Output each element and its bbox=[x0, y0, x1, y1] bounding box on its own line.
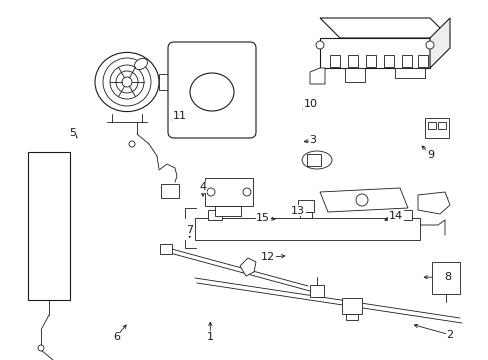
Text: 2: 2 bbox=[446, 330, 452, 340]
Bar bbox=[346, 314, 357, 320]
Text: 14: 14 bbox=[388, 211, 402, 221]
Bar bbox=[28, 152, 70, 300]
Circle shape bbox=[206, 188, 215, 196]
Bar bbox=[195, 218, 419, 240]
Circle shape bbox=[129, 141, 135, 147]
Polygon shape bbox=[319, 188, 407, 212]
Text: 1: 1 bbox=[206, 332, 213, 342]
Text: 4: 4 bbox=[199, 182, 206, 192]
Bar bbox=[204, 178, 252, 206]
Text: 15: 15 bbox=[256, 213, 269, 223]
Polygon shape bbox=[394, 68, 424, 78]
Polygon shape bbox=[417, 192, 449, 214]
Circle shape bbox=[425, 41, 433, 49]
Polygon shape bbox=[345, 68, 364, 82]
Bar bbox=[329, 55, 339, 67]
Bar bbox=[309, 285, 324, 297]
Ellipse shape bbox=[302, 151, 331, 169]
Polygon shape bbox=[159, 74, 173, 90]
Bar bbox=[365, 55, 375, 67]
Polygon shape bbox=[319, 38, 429, 68]
Text: 9: 9 bbox=[426, 150, 433, 160]
Text: 8: 8 bbox=[443, 272, 450, 282]
Bar bbox=[383, 55, 393, 67]
Circle shape bbox=[110, 65, 143, 99]
Bar bbox=[160, 244, 172, 254]
Ellipse shape bbox=[95, 53, 159, 112]
Text: 11: 11 bbox=[173, 111, 186, 121]
Circle shape bbox=[315, 41, 324, 49]
Polygon shape bbox=[240, 258, 256, 276]
Bar bbox=[299, 212, 311, 218]
Ellipse shape bbox=[134, 58, 147, 69]
Circle shape bbox=[38, 345, 44, 351]
Polygon shape bbox=[309, 68, 325, 84]
Bar bbox=[431, 262, 459, 294]
Text: 10: 10 bbox=[303, 99, 317, 109]
Bar bbox=[427, 122, 435, 129]
Polygon shape bbox=[429, 18, 449, 68]
Text: 13: 13 bbox=[291, 206, 305, 216]
Bar bbox=[424, 118, 448, 138]
Bar bbox=[215, 206, 241, 216]
Bar bbox=[306, 154, 320, 166]
Bar bbox=[297, 200, 313, 212]
Bar bbox=[347, 55, 357, 67]
Bar bbox=[341, 298, 361, 314]
Text: 6: 6 bbox=[113, 332, 120, 342]
Text: 7: 7 bbox=[186, 225, 193, 235]
FancyBboxPatch shape bbox=[168, 42, 256, 138]
Bar bbox=[397, 210, 411, 220]
Bar bbox=[401, 55, 411, 67]
Bar bbox=[437, 122, 445, 129]
Bar bbox=[207, 210, 222, 220]
Circle shape bbox=[122, 77, 132, 87]
Polygon shape bbox=[319, 18, 449, 38]
Ellipse shape bbox=[190, 73, 234, 111]
Circle shape bbox=[243, 188, 250, 196]
Circle shape bbox=[116, 71, 138, 93]
Text: 3: 3 bbox=[309, 135, 316, 145]
Text: 12: 12 bbox=[261, 252, 274, 262]
Text: 5: 5 bbox=[69, 128, 76, 138]
Bar bbox=[161, 184, 179, 198]
Circle shape bbox=[355, 194, 367, 206]
Bar bbox=[417, 55, 427, 67]
Circle shape bbox=[103, 58, 151, 106]
